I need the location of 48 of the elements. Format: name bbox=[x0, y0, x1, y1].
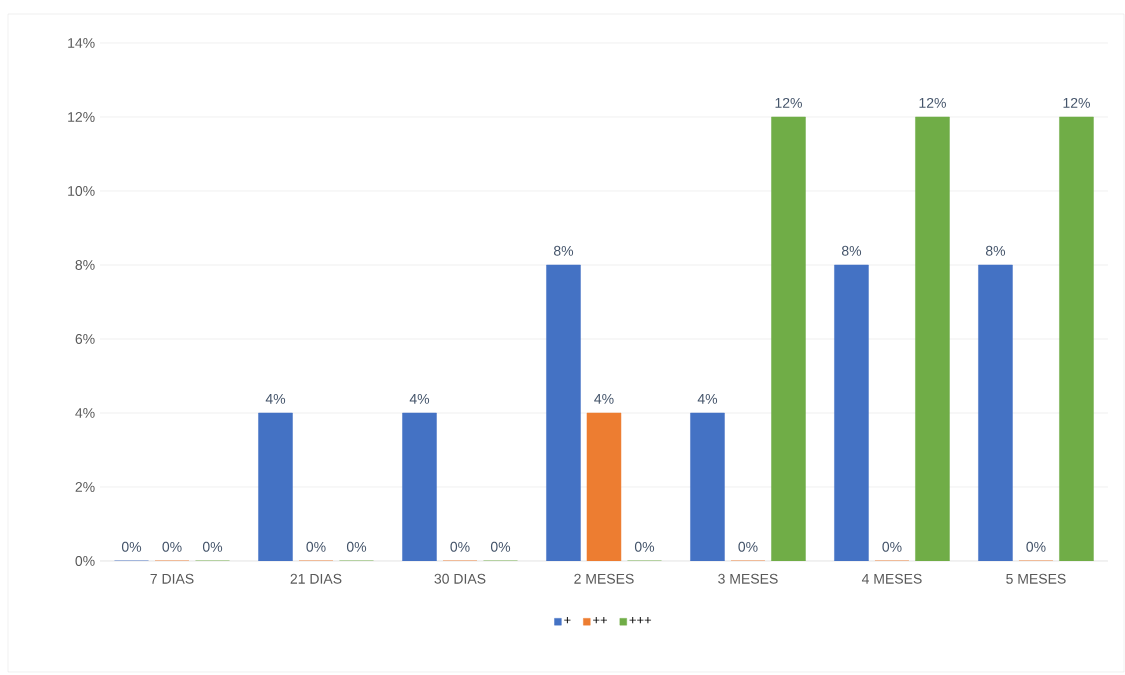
data-label: 4% bbox=[594, 393, 614, 404]
y-tick-label: 0% bbox=[75, 556, 95, 566]
y-tick-label: 14% bbox=[68, 38, 95, 48]
x-tick-label: 3 MESES bbox=[718, 573, 778, 584]
bar bbox=[690, 412, 725, 561]
y-tick-label: 8% bbox=[75, 260, 95, 270]
y-tick-label: 10% bbox=[68, 186, 95, 196]
data-label: 0% bbox=[450, 541, 470, 552]
x-tick-label: 4 MESES bbox=[861, 573, 922, 584]
data-label: 0% bbox=[346, 541, 367, 552]
y-tick-label: 2% bbox=[75, 482, 95, 492]
data-label: 0% bbox=[738, 541, 758, 552]
data-label: 0% bbox=[202, 541, 223, 552]
x-tick-label: 7 DIAS bbox=[150, 573, 194, 584]
data-label: 8% bbox=[553, 245, 574, 256]
data-label: 0% bbox=[162, 541, 182, 552]
data-label: 8% bbox=[841, 245, 862, 256]
legend-label: + bbox=[564, 616, 571, 624]
bar bbox=[1059, 116, 1094, 561]
bar bbox=[258, 412, 293, 561]
bar bbox=[915, 116, 950, 561]
y-tick-label: 4% bbox=[75, 408, 95, 418]
legend-label: +++ bbox=[629, 616, 652, 624]
x-tick-label: 21 DIAS bbox=[290, 573, 342, 584]
y-tick-label: 6% bbox=[75, 334, 95, 344]
bar bbox=[546, 264, 581, 561]
x-tick-label: 2 MESES bbox=[574, 573, 634, 584]
legend-label: ++ bbox=[593, 616, 607, 624]
data-label: 12% bbox=[1063, 97, 1090, 108]
data-label: 8% bbox=[985, 245, 1006, 256]
bar bbox=[978, 264, 1013, 561]
x-tick-label: 30 DIAS bbox=[434, 573, 486, 584]
data-label: 4% bbox=[409, 393, 430, 404]
data-label: 0% bbox=[882, 541, 902, 552]
data-label: 0% bbox=[490, 541, 511, 552]
data-label: 0% bbox=[121, 541, 142, 552]
data-label: 4% bbox=[697, 393, 718, 404]
data-label: 12% bbox=[775, 97, 802, 108]
y-tick-label: 12% bbox=[68, 112, 95, 122]
bar bbox=[402, 412, 437, 561]
x-tick-label: 5 MESES bbox=[1006, 573, 1066, 584]
data-label: 0% bbox=[306, 541, 326, 552]
data-label: 12% bbox=[919, 97, 946, 108]
data-label: 0% bbox=[1026, 541, 1046, 552]
bar bbox=[771, 116, 806, 561]
data-label: 4% bbox=[265, 393, 286, 404]
data-label: 0% bbox=[634, 541, 655, 552]
bar bbox=[834, 264, 869, 561]
